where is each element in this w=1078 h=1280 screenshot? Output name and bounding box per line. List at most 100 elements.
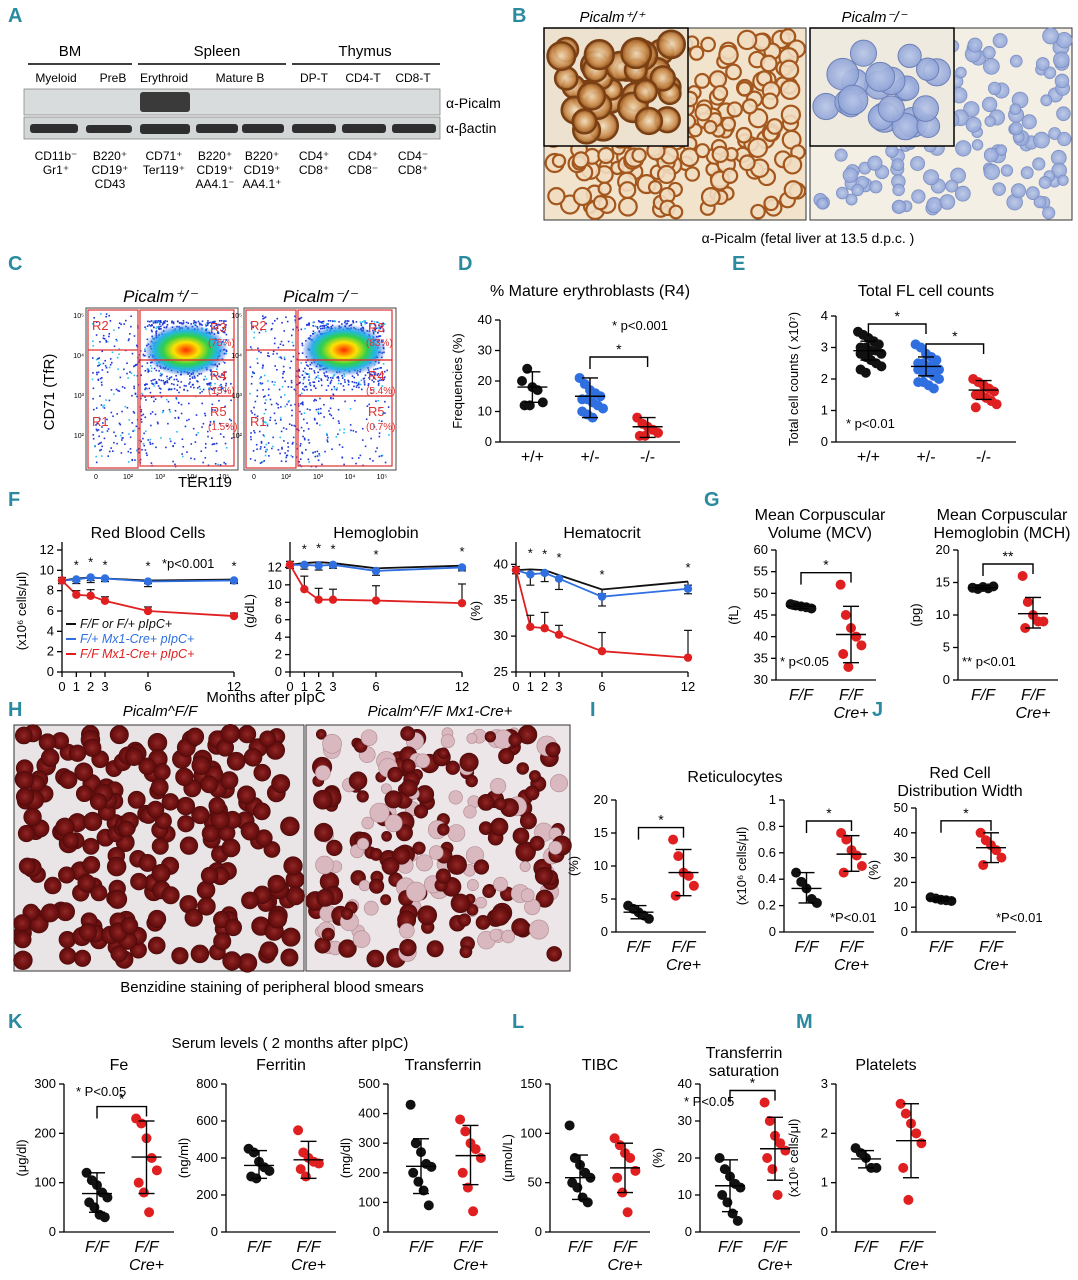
reticulocytes-title: Reticulocytes [687, 769, 782, 786]
significance-star: * [952, 328, 958, 344]
legend-ff-control: F/F or F/+ pIpC+ [80, 617, 172, 631]
significance-star: * [599, 567, 604, 582]
data-point [975, 827, 986, 838]
chart-title-line2: Volume (MCV) [768, 525, 872, 542]
flow-title-het: Picalm⁺/⁻ [123, 287, 199, 306]
x-tick-label: 1 [527, 679, 534, 694]
y-tick-label: 12 [268, 559, 282, 574]
flow-y-tick: 10³ [232, 393, 243, 400]
significance-star: * [542, 546, 547, 561]
gate-percent: (0.7%) [366, 422, 395, 433]
significance-star: * [145, 558, 150, 573]
data-point [146, 1153, 157, 1163]
gate-label: R1 [92, 414, 109, 429]
data-point [735, 1182, 746, 1193]
data-point [517, 376, 527, 386]
data-point [133, 1177, 144, 1188]
data-point [313, 1158, 324, 1169]
data-point [856, 640, 867, 651]
data-point [248, 1147, 259, 1158]
significance-bracket [982, 563, 1034, 576]
flow-x-tick: 10⁴ [187, 474, 198, 481]
data-point [475, 1153, 486, 1163]
data-point [775, 1138, 786, 1149]
x-tick-label: F/F [672, 939, 697, 956]
x-tick-label-line2: Cre+ [1015, 705, 1050, 722]
data-point [564, 1120, 575, 1131]
panel-label-c: C [8, 253, 22, 275]
x-tick-label: F/F [929, 939, 954, 956]
x-tick-label: 3 [101, 679, 108, 694]
data-point [328, 560, 338, 570]
flow-title-ko: Picalm⁻/⁻ [283, 287, 359, 306]
x-tick-label: F/F [297, 1239, 322, 1256]
data-point [410, 1138, 421, 1149]
panel-label-e: E [732, 253, 745, 275]
y-tick-label: 6 [47, 603, 54, 618]
smear-image-cre [305, 724, 572, 972]
panel-label-d: D [458, 253, 472, 275]
ihc-image-wt [543, 27, 807, 221]
p-value-note: * p<0.001 [612, 318, 668, 333]
flow-y-tick: 10⁴ [73, 353, 84, 360]
data-point [413, 1176, 424, 1187]
data-point [719, 1164, 730, 1175]
y-tick-label: 100 [358, 1194, 380, 1209]
y-axis-label: (g/dL) [242, 594, 257, 628]
x-tick-label: 2 [315, 679, 322, 694]
y-tick-label: 0 [769, 924, 776, 939]
y-tick-label: 6 [275, 612, 282, 627]
x-tick-label: F/F [718, 1239, 743, 1256]
flow-xlabel: TER119 [178, 474, 232, 491]
data-point [840, 610, 851, 620]
chart-title: Total FL cell counts [858, 283, 994, 300]
y-tick-label: 12 [40, 542, 54, 557]
x-tick-label: +/+ [857, 449, 880, 466]
y-tick-label: 1 [821, 403, 828, 418]
data-point [683, 870, 694, 881]
data-point [285, 560, 295, 570]
gate-percent: (1.5%) [208, 422, 237, 433]
data-point [314, 595, 323, 604]
significance-star: * [459, 544, 464, 559]
significance-star: ** [1003, 548, 1014, 564]
panel-label-j: J [872, 699, 883, 721]
y-axis-label: (x10⁶ cells/μl) [786, 1119, 801, 1198]
y-tick-label: 10 [678, 1187, 692, 1202]
ihc-caption: α-Picalm (fetal liver at 13.5 d.p.c. ) [702, 230, 915, 246]
data-point [811, 897, 822, 908]
data-point [405, 1099, 416, 1110]
x-tick-label: 12 [681, 679, 695, 694]
ihc-title-wt: Picalm⁺/⁺ [579, 9, 645, 26]
data-point [1017, 571, 1028, 581]
data-point [72, 575, 81, 584]
data-point [100, 596, 110, 606]
x-tick-label: F/F [979, 939, 1004, 956]
x-tick-label: F/F [1021, 687, 1046, 704]
data-point [457, 563, 467, 572]
y-axis-label: (pg) [908, 603, 923, 626]
data-point [57, 576, 67, 585]
y-tick-label: 40 [678, 1076, 692, 1091]
gate-label: R4 [210, 368, 227, 383]
data-point [151, 1165, 162, 1176]
x-tick-label: 12 [455, 679, 469, 694]
y-axis-label: (%) [650, 1148, 665, 1168]
y-tick-label: 20 [936, 542, 950, 557]
panel-label-h: H [8, 699, 22, 721]
y-tick-label: 300 [358, 1135, 380, 1150]
data-point [1022, 597, 1033, 607]
chart-k3: 0 100 200 300 400 500 (mg/dl) Transferrin F/F F/F… [338, 1057, 498, 1274]
flow-ylabel: CD71 (TfR) [41, 354, 58, 431]
data-point [640, 430, 650, 441]
x-tick-label: 6 [144, 679, 151, 694]
significance-star: * [750, 1075, 756, 1091]
chart-title: Mean Corpuscular [755, 507, 886, 524]
svg-text:AA4.1⁻: AA4.1⁻ [195, 177, 234, 191]
flow-x-tick: 0 [252, 474, 256, 481]
significance-star: * [88, 554, 93, 569]
smear-title-cre: Picalm^F/F Mx1-Cre+ [368, 703, 513, 720]
